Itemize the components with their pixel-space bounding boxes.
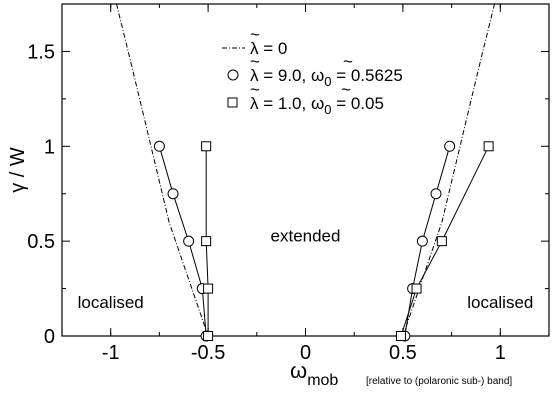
y-tick-label: 0 [44, 326, 55, 348]
data-point-square [395, 331, 406, 341]
region-label: localised [467, 293, 533, 312]
region-label: extended [271, 226, 341, 245]
x-axis-subscript: mob [307, 372, 338, 389]
legend-label-series-square: λ = 1.0, ω0 = 0.05 [250, 94, 384, 117]
legend-text-part: ω [311, 66, 324, 85]
series-0-line-1 [402, 3, 495, 337]
data-point-circle [416, 235, 428, 247]
data-point-square [483, 141, 494, 152]
data-point-circle [444, 140, 456, 152]
legend-text-part: ω [311, 94, 324, 113]
legend-text-part: λ [250, 94, 259, 113]
legend-marker-circle [227, 69, 239, 81]
legend-text-part: = 1.0, [259, 94, 311, 113]
legend-text-part: 0 [324, 102, 331, 117]
tilde-mark: ~ [341, 80, 351, 99]
legend-text-part: = 9.0, [259, 66, 311, 85]
tilde-mark: ~ [250, 52, 260, 71]
x-tick-label: 0 [300, 342, 311, 364]
legend-lambda-symbol-1: λ [250, 39, 259, 58]
legend-text-part: 0 [324, 74, 331, 89]
x-tick-label: -0.5 [191, 342, 225, 364]
series-0-line-0 [116, 3, 209, 337]
data-point-square [436, 236, 447, 247]
data-point-square [203, 331, 214, 341]
x-axis-note: [relative to (polaronic sub-) band] [366, 376, 512, 387]
data-point-circle [153, 140, 165, 152]
series-1-line-0 [158, 146, 207, 337]
data-point-square [203, 283, 214, 294]
y-tick-label: 1 [44, 136, 55, 158]
legend-lambda-value-1: = 0 [259, 39, 288, 58]
tilde-mark: ~ [343, 52, 353, 71]
legend-label-lambda-zero: λ = 0 [250, 39, 287, 58]
y-tick-label: 1.5 [27, 41, 55, 63]
x-tick-label: -1 [102, 342, 120, 364]
data-point-circle [183, 235, 195, 247]
legend-marker-square [227, 97, 238, 108]
series-2-line-0 [205, 146, 209, 336]
tilde-mark: ~ [250, 25, 260, 44]
data-point-square [201, 141, 212, 152]
data-point-circle [430, 188, 442, 200]
x-axis-title: ωmob [290, 358, 338, 389]
y-tick-label: 0.5 [27, 231, 55, 253]
legend-text-part: = 0.05 [331, 94, 383, 113]
data-point-circle [167, 188, 179, 200]
data-point-square [411, 283, 422, 294]
x-axis-symbol: ω [290, 358, 307, 383]
plot-frame [61, 3, 550, 337]
x-tick-label: 1 [495, 342, 506, 364]
x-tick-label: 0.5 [389, 342, 417, 364]
legend-text-part: = 0.5625 [331, 66, 402, 85]
region-label: localised [78, 293, 144, 312]
tilde-mark: ~ [250, 80, 260, 99]
series-2-line-1 [400, 146, 490, 337]
legend: λ = 0 ~ λ = 9.0, ω0 = 0.5625 ~ ~ λ = 1.0… [222, 25, 403, 117]
y-axis-title: γ / W [7, 147, 29, 193]
data-point-square [201, 236, 212, 247]
legend-label-series-circle: λ = 9.0, ω0 = 0.5625 [250, 66, 403, 89]
legend-text-part: λ [250, 66, 259, 85]
